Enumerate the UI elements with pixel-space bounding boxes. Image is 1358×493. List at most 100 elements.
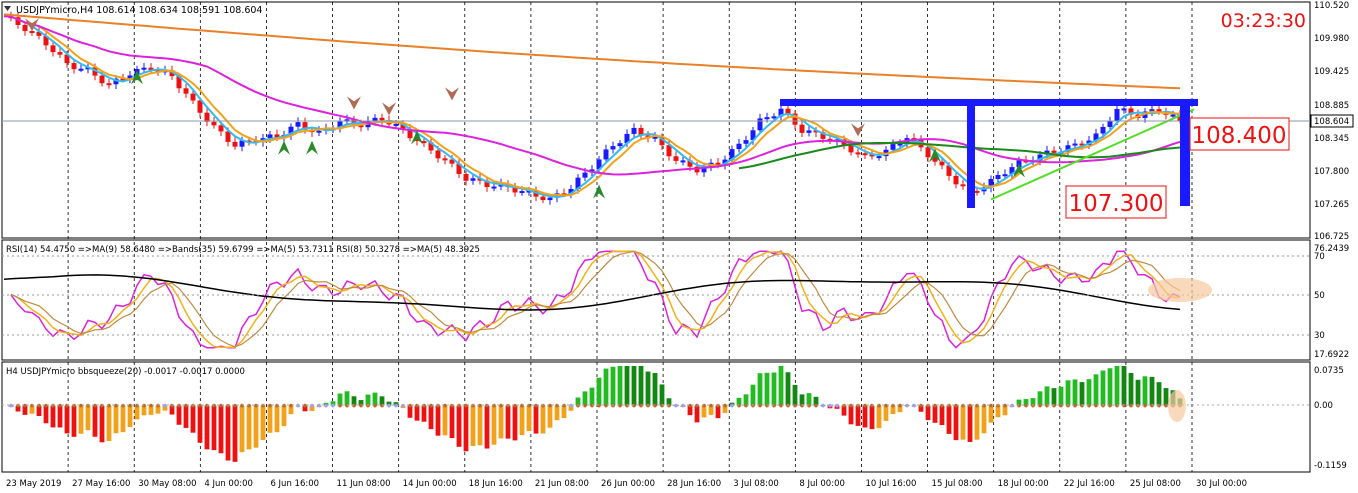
squeeze-dot [485, 403, 489, 408]
squeeze-dot [86, 403, 90, 408]
buy-arrow-icon [278, 140, 290, 155]
candle-body [673, 156, 679, 161]
candle-body [862, 153, 868, 156]
squeeze-dot [443, 403, 447, 408]
squeeze-bar [491, 405, 497, 445]
time-label: 27 May 16:00 [72, 479, 130, 489]
upper-level-box[interactable] [1189, 117, 1290, 151]
price-tick: 110.520 [1314, 1, 1349, 11]
candle-body [1079, 143, 1085, 146]
time-axis: 23 May 2019 27 May 16:00 30 May 08:00 4 Jun… [6, 479, 1247, 489]
channel-drawing[interactable] [780, 99, 1198, 208]
squeeze-dot [1010, 403, 1014, 408]
time-label: 4 Jun 00:00 [204, 479, 253, 489]
squeeze-dot [947, 403, 951, 408]
candle-body [743, 140, 749, 144]
squeeze-dot [541, 403, 545, 408]
squeeze-bar [50, 405, 56, 428]
candle-body [337, 121, 343, 129]
rsi-lines [3, 250, 1181, 349]
candle-body [1170, 114, 1176, 117]
squeeze-dot [226, 403, 230, 408]
squeeze-dot [135, 403, 139, 408]
candle-body [596, 159, 602, 170]
squeeze-dot [380, 403, 384, 408]
candle-body [694, 166, 700, 173]
squeeze-bar [358, 400, 364, 406]
squeeze-panel[interactable] [1, 361, 1311, 473]
rsi-ma-slow-line [10, 250, 1181, 348]
squeeze-dot [128, 403, 132, 408]
candle-body [64, 54, 70, 64]
squeeze-dot [828, 403, 832, 408]
time-label: 28 Jun 16:00 [667, 479, 721, 489]
candle-body [764, 117, 770, 120]
candle-body [197, 100, 203, 113]
price-tick: 107.800 [1314, 167, 1349, 177]
candle-body [351, 119, 357, 124]
candle-body [792, 113, 798, 125]
candle-body [71, 63, 77, 70]
squeeze-bar [890, 405, 896, 415]
candle-body [239, 140, 245, 147]
rsi-bands-line [3, 274, 1181, 311]
squeeze-dot [590, 403, 594, 408]
ma-magenta-line [3, 15, 1181, 176]
squeeze-bar [981, 405, 987, 434]
candle-body [1051, 150, 1057, 153]
signal-arrows [25, 18, 1025, 199]
squeeze-dot [359, 403, 363, 408]
squeeze-dot [317, 403, 321, 408]
candle-body [50, 45, 56, 53]
squeeze-dot [1108, 403, 1112, 408]
squeeze-dot [107, 403, 111, 408]
buy-arrow-icon [411, 130, 423, 145]
squeeze-bar [197, 405, 203, 443]
lower-level-box[interactable] [1065, 185, 1167, 219]
squeeze-bar [148, 405, 154, 415]
squeeze-bar [1142, 376, 1148, 406]
squeeze-dot [345, 403, 349, 408]
squeeze-dot [415, 403, 419, 408]
squeeze-bar [771, 372, 777, 406]
squeeze-dot [184, 403, 188, 408]
squeeze-bar [176, 405, 182, 425]
candle-body [78, 68, 84, 71]
candle-body [960, 184, 966, 187]
squeeze-dot [450, 403, 454, 408]
squeeze-bar [918, 405, 924, 412]
squeeze-bar [239, 405, 245, 453]
squeeze-bar [218, 405, 224, 454]
squeeze-bar [722, 405, 728, 413]
squeeze-bar [785, 372, 791, 406]
candle-body [393, 123, 399, 126]
squeeze-dot [548, 403, 552, 408]
squeeze-dot [506, 403, 510, 408]
price-panel[interactable] [1, 1, 1311, 239]
squeeze-dot [569, 403, 573, 408]
squeeze-bar [141, 405, 147, 416]
candle-body [974, 190, 980, 193]
squeeze-dot [324, 403, 328, 408]
rsi-panel[interactable] [1, 239, 1311, 361]
squeeze-tick: 0.00 [1314, 401, 1333, 411]
squeeze-dot [1122, 403, 1126, 408]
squeeze-dot [926, 403, 930, 408]
squeeze-bar [484, 405, 490, 449]
squeeze-dot [296, 403, 300, 408]
buy-arrow-icon [1013, 163, 1025, 178]
price-axis: 110.520 109.980 109.425 108.885 108.345 … [1314, 1, 1349, 242]
squeeze-dot [289, 403, 293, 408]
candle-body [953, 175, 959, 185]
squeeze-bar [134, 405, 140, 420]
chart-menu-icon[interactable] [4, 6, 11, 11]
squeeze-dot [1017, 403, 1021, 408]
squeeze-bar [1100, 370, 1106, 406]
squeeze-bar [624, 366, 630, 406]
buy-arrow-icon [131, 70, 143, 85]
squeeze-bar [862, 405, 868, 428]
squeeze-dot [401, 403, 405, 408]
sell-arrow-icon [851, 123, 865, 137]
squeeze-dot [863, 403, 867, 408]
